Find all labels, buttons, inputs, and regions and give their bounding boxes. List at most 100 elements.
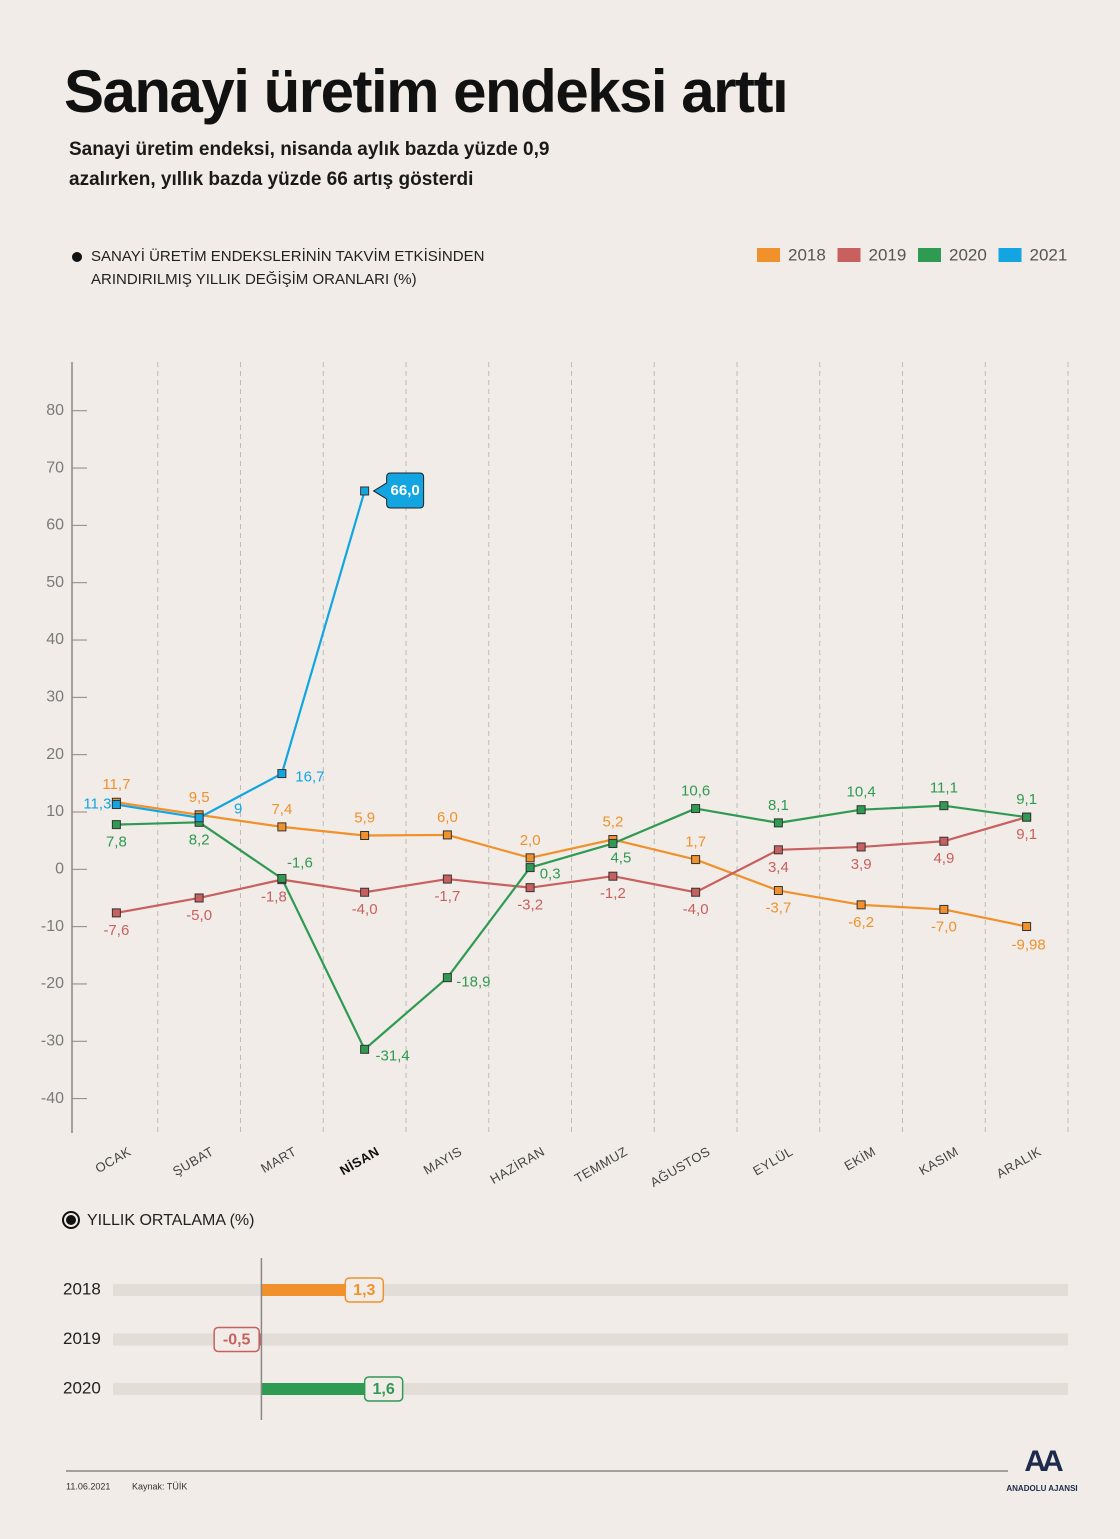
data-label: -6,2 bbox=[848, 914, 874, 931]
data-label: 2,0 bbox=[520, 832, 541, 849]
y-tick-label: 30 bbox=[46, 689, 64, 706]
chart-title: SANAYİ ÜRETİM ENDEKSLERİNİN TAKVİM ETKİS… bbox=[91, 247, 484, 265]
track bbox=[113, 1284, 1068, 1296]
data-label: -7,6 bbox=[103, 922, 129, 939]
point bbox=[856, 805, 866, 815]
footer-date: 11.06.2021 bbox=[66, 1481, 110, 1491]
point bbox=[277, 822, 287, 832]
point bbox=[773, 886, 783, 896]
data-label: -18,9 bbox=[456, 974, 490, 991]
point bbox=[939, 904, 949, 914]
data-label: 8,2 bbox=[189, 831, 210, 848]
point bbox=[111, 820, 121, 830]
data-label: 8,1 bbox=[768, 797, 789, 814]
x-tick-label: MAYIS bbox=[421, 1144, 465, 1178]
y-tick-label: 0 bbox=[55, 861, 64, 878]
value-box bbox=[363, 1376, 404, 1402]
legend-label: 2019 bbox=[869, 245, 907, 264]
data-label: -4,0 bbox=[683, 901, 709, 918]
data-label: 0,3 bbox=[540, 866, 561, 883]
data-label: -0,5 bbox=[223, 1332, 251, 1349]
x-tick-label: EKİM bbox=[842, 1144, 879, 1174]
value-box bbox=[344, 1277, 385, 1303]
point bbox=[360, 887, 370, 897]
y-tick-label: -20 bbox=[41, 975, 64, 992]
point bbox=[691, 804, 701, 814]
bar bbox=[261, 1284, 346, 1296]
y-tick-label: 10 bbox=[46, 803, 64, 820]
x-tick-label: ARALIK bbox=[994, 1144, 1044, 1182]
data-label: 1,3 bbox=[353, 1282, 375, 1299]
track bbox=[113, 1333, 1068, 1346]
data-label: -1,8 bbox=[261, 889, 287, 906]
x-tick-label: KASIM bbox=[916, 1144, 961, 1178]
track bbox=[113, 1383, 1068, 1395]
point bbox=[525, 863, 535, 873]
data-label: 11,3 bbox=[83, 796, 111, 813]
series-line bbox=[116, 490, 366, 819]
point bbox=[856, 900, 866, 910]
data-label: -4,0 bbox=[352, 901, 378, 918]
x-tick-label: HAZİRAN bbox=[487, 1144, 547, 1187]
x-tick-label: TEMMUZ bbox=[572, 1144, 630, 1186]
point bbox=[194, 813, 204, 823]
data-label: -31,4 bbox=[376, 1047, 410, 1064]
x-tick-label: ŞUBAT bbox=[170, 1144, 216, 1179]
point bbox=[691, 855, 701, 865]
legend-swatch bbox=[837, 248, 861, 262]
data-label: 11,7 bbox=[102, 776, 130, 793]
data-label: 11,1 bbox=[930, 780, 958, 797]
data-label: 10,4 bbox=[847, 784, 876, 801]
point bbox=[277, 769, 287, 779]
data-label: 7,8 bbox=[106, 834, 127, 851]
point bbox=[608, 871, 618, 881]
data-label: -3,7 bbox=[765, 899, 791, 916]
point bbox=[111, 800, 121, 810]
point bbox=[773, 818, 783, 828]
x-tick-label: NİSAN bbox=[337, 1144, 382, 1178]
data-label: -1,7 bbox=[434, 888, 460, 905]
data-label: 9,1 bbox=[1016, 791, 1037, 808]
y-tick-label: -10 bbox=[41, 918, 64, 935]
data-label: 10,6 bbox=[681, 783, 710, 800]
data-label: -9,98 bbox=[1012, 936, 1046, 953]
legend-label: 2018 bbox=[788, 245, 826, 264]
x-tick-label: MART bbox=[258, 1144, 299, 1176]
subtitle: azalırken, yıllık bazda yüzde 66 artış g… bbox=[69, 169, 473, 190]
brand: ANADOLU AJANSI bbox=[1006, 1484, 1077, 1493]
point bbox=[360, 830, 370, 840]
data-label: 9,5 bbox=[189, 789, 210, 806]
data-label: -5,0 bbox=[186, 907, 212, 924]
point bbox=[442, 874, 452, 884]
bullet bbox=[72, 252, 82, 262]
data-label: -3,2 bbox=[517, 897, 543, 914]
bar bbox=[261, 1383, 365, 1395]
legend-swatch bbox=[757, 248, 780, 262]
legend-swatch bbox=[998, 248, 1022, 262]
data-label: -1,6 bbox=[287, 854, 313, 871]
data-label: 6,0 bbox=[437, 809, 458, 826]
legend-label: 2020 bbox=[949, 245, 987, 264]
point bbox=[111, 908, 121, 918]
point bbox=[939, 801, 949, 811]
value-box bbox=[213, 1326, 260, 1353]
y-tick-label: 70 bbox=[46, 459, 64, 476]
series-line bbox=[116, 801, 1027, 928]
point bbox=[691, 887, 701, 897]
data-label: 4,9 bbox=[933, 850, 954, 867]
data-label: 5,2 bbox=[602, 813, 623, 830]
x-tick-label: OCAK bbox=[92, 1144, 133, 1176]
data-label: 3,4 bbox=[768, 859, 789, 876]
x-tick-label: AĞUSTOS bbox=[647, 1144, 712, 1190]
data-label: 9 bbox=[234, 801, 242, 818]
data-label: 1,7 bbox=[685, 834, 706, 851]
category-label: 2020 bbox=[63, 1378, 101, 1397]
callout bbox=[372, 472, 425, 509]
point bbox=[525, 853, 535, 863]
y-tick-label: 40 bbox=[46, 631, 64, 648]
point bbox=[360, 486, 370, 496]
x-tick-label: EYLÜL bbox=[750, 1144, 795, 1179]
y-tick-label: -30 bbox=[41, 1033, 64, 1050]
point bbox=[1022, 812, 1032, 822]
category-label: 2019 bbox=[63, 1329, 101, 1348]
